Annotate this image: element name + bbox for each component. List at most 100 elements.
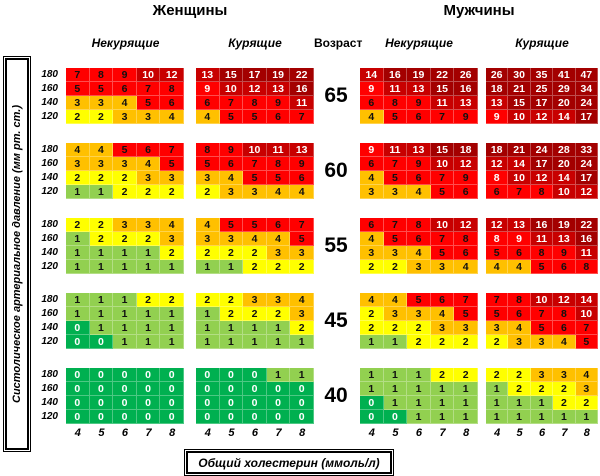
risk-cell: 2 (530, 382, 554, 396)
risk-cell: 2 (219, 293, 244, 307)
risk-cell: 1 (290, 368, 314, 382)
risk-cell: 30 (508, 68, 531, 82)
bp-tick-label: 120 (41, 261, 58, 272)
risk-cell: 6 (454, 185, 478, 199)
risk-cell: 0 (243, 396, 267, 410)
risk-cell: 0 (66, 321, 90, 335)
risk-cell: 0 (113, 368, 137, 382)
risk-cell: 0 (196, 396, 220, 410)
risk-cell: 4 (360, 171, 384, 185)
cholesterol-tick-label: 8 (169, 427, 176, 439)
risk-cell: 8 (530, 185, 554, 199)
risk-cell: 35 (530, 68, 554, 82)
risk-cell: 3 (430, 321, 455, 335)
risk-cell: 5 (430, 246, 455, 260)
risk-cell: 1 (66, 246, 90, 260)
risk-cell: 9 (219, 143, 244, 157)
risk-cell: 2 (66, 110, 90, 124)
risk-cell: 1 (136, 246, 161, 260)
risk-cell: 12 (530, 171, 554, 185)
risk-cell: 2 (196, 185, 220, 199)
risk-cell: 10 (530, 293, 554, 307)
risk-cell: 13 (454, 96, 478, 110)
risk-cell: 15 (430, 82, 455, 96)
risk-cell: 4 (383, 293, 408, 307)
men-column-title: Мужчины (443, 2, 515, 19)
risk-cell: 4 (407, 246, 431, 260)
risk-cell: 2 (160, 246, 184, 260)
risk-cell: 1 (219, 321, 244, 335)
risk-cell: 6 (486, 185, 509, 199)
risk-cell: 1 (430, 410, 455, 424)
risk-cell: 5 (160, 157, 184, 171)
risk-cell: 0 (360, 396, 384, 410)
risk-cell: 2 (508, 382, 531, 396)
bp-tick-label: 160 (41, 83, 58, 94)
cholesterol-tick-label: 5 (516, 427, 523, 439)
risk-cell: 1 (243, 335, 267, 349)
risk-cell: 2 (454, 368, 478, 382)
risk-cell: 2 (430, 368, 455, 382)
risk-cell: 4 (360, 293, 384, 307)
risk-cell: 4 (575, 368, 598, 382)
risk-cell: 6 (407, 110, 431, 124)
risk-cell: 3 (219, 232, 244, 246)
risk-cell: 4 (66, 143, 90, 157)
risk-cell: 2 (486, 335, 509, 349)
risk-cell: 10 (243, 143, 267, 157)
risk-cell: 1 (196, 307, 220, 321)
age-value: 55 (324, 234, 348, 257)
risk-cell: 0 (290, 410, 314, 424)
cholesterol-tick-label: 7 (439, 427, 446, 439)
cholesterol-tick-label: 5 (228, 427, 235, 439)
risk-cell: 10 (508, 171, 531, 185)
risk-cell: 3 (89, 157, 114, 171)
risk-cell: 7 (290, 218, 314, 232)
risk-cell: 4 (113, 96, 137, 110)
risk-cell: 2 (136, 232, 161, 246)
risk-cell: 4 (160, 110, 184, 124)
risk-cell: 3 (383, 246, 408, 260)
bp-tick-label: 140 (41, 322, 58, 333)
cholesterol-tick-group: 4 5 6 7 8 (66, 427, 184, 439)
risk-cell: 16 (530, 218, 554, 232)
risk-cell: 5 (530, 321, 554, 335)
risk-cell: 10 (430, 218, 455, 232)
cholesterol-tick-label: 5 (98, 427, 105, 439)
risk-cell: 11 (383, 82, 408, 96)
risk-cell: 1 (360, 382, 384, 396)
risk-cell: 4 (430, 307, 455, 321)
risk-cell: 8 (243, 96, 267, 110)
risk-cell: 0 (66, 335, 90, 349)
risk-cell: 2 (160, 293, 184, 307)
cholesterol-tick-group: 4 5 6 7 8 (196, 427, 314, 439)
risk-cell: 2 (89, 218, 114, 232)
risk-cell: 4 (407, 185, 431, 199)
risk-cell: 4 (290, 185, 314, 199)
risk-cell: 1 (160, 321, 184, 335)
risk-cell: 3 (486, 321, 509, 335)
risk-cell: 6 (360, 96, 384, 110)
risk-grid-men-nonsmoker: 14 16 19 22 26 9 11 13 15 16 6 8 9 11 13 4 5 6 7 9 (360, 68, 478, 124)
risk-cell: 1 (113, 307, 137, 321)
risk-grid-men-smoker: 18 21 24 28 33 12 14 17 20 24 8 10 12 14 17 6 7 8 10 12 (486, 143, 598, 199)
risk-cell: 0 (266, 382, 291, 396)
risk-cell: 18 (486, 143, 509, 157)
risk-cell: 5 (136, 96, 161, 110)
risk-cell: 14 (508, 157, 531, 171)
risk-cell: 8 (575, 260, 598, 274)
risk-cell: 2 (553, 382, 576, 396)
risk-cell: 10 (575, 307, 598, 321)
risk-cell: 4 (196, 218, 220, 232)
risk-cell: 18 (454, 143, 478, 157)
risk-cell: 20 (553, 96, 576, 110)
risk-cell: 4 (553, 335, 576, 349)
risk-cell: 0 (66, 382, 90, 396)
risk-cell: 0 (160, 410, 184, 424)
risk-cell: 1 (553, 410, 576, 424)
risk-cell: 5 (407, 293, 431, 307)
